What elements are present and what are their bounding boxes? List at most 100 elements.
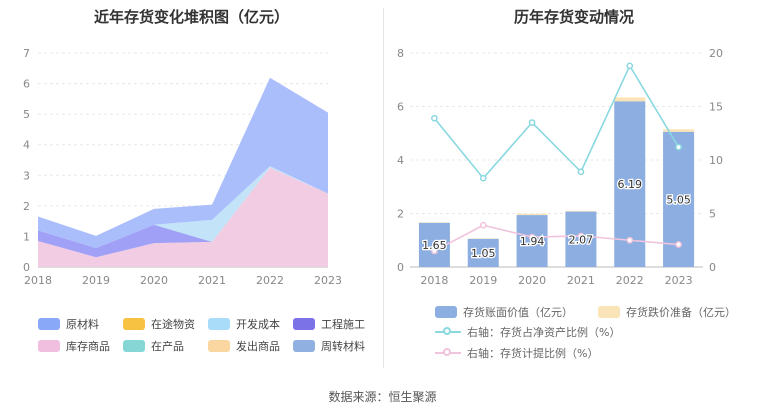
bar-provision (663, 129, 695, 132)
x-tick-label: 2020 (518, 274, 546, 287)
legend-item: 发出商品 (208, 338, 280, 354)
legend-label: 在途物资 (151, 318, 195, 331)
area-series (38, 166, 328, 249)
right-chart-title: 历年存货变动情况 (513, 8, 634, 26)
line-point (626, 236, 634, 244)
bar-data-label: 1.65 (422, 239, 447, 252)
legend-label: 右轴：存货计提比例（%） (467, 347, 599, 360)
line-point (675, 143, 682, 151)
legend-label: 工程施工 (321, 318, 365, 331)
line-point (626, 62, 634, 70)
x-tick-label: 2022 (256, 274, 284, 287)
data-source-footer: 数据来源：恒生聚源 (328, 390, 437, 404)
legend-label: 发出商品 (236, 340, 280, 353)
bar-data-label: 1.94 (520, 235, 545, 248)
bar-book-value (467, 238, 499, 267)
legend-item: 原材料 (38, 316, 99, 332)
line-series (433, 64, 680, 180)
bar-provision (565, 210, 597, 212)
legend-item: 库存商品 (38, 338, 110, 354)
x-tick-label: 2019 (469, 274, 497, 287)
legend-swatch (208, 340, 230, 352)
line-series (434, 224, 679, 252)
legend-swatch (293, 340, 315, 352)
x-tick-label: 2018 (24, 274, 52, 287)
line-point (675, 241, 682, 248)
legend-swatch (293, 318, 315, 330)
legend-swatch (435, 306, 457, 318)
line-point (577, 232, 585, 240)
legend-swatch (38, 340, 60, 352)
legend-swatch (598, 306, 620, 318)
legend-label: 存货跌价准备（亿元） (626, 306, 736, 319)
left-chart-legend: 原材料 在途物资 开发成本 工程施工库存商品 在产品 发出商品 周转材料 (0, 316, 383, 366)
panel-divider (383, 8, 384, 368)
legend-swatch (123, 318, 145, 330)
bar-data-label: 2.07 (569, 233, 594, 246)
line-point (479, 174, 487, 182)
y-tick-label: 2 (23, 200, 30, 213)
y-left-tick-label: 6 (397, 101, 404, 114)
legend-swatch (208, 318, 230, 330)
legend-item: 在产品 (123, 338, 184, 354)
y-tick-label: 7 (23, 47, 30, 60)
y-left-tick-label: 2 (397, 208, 404, 221)
y-right-tick-label: 5 (709, 208, 716, 221)
area-series (38, 167, 328, 258)
x-tick-label: 2020 (140, 274, 168, 287)
x-tick-label: 2022 (616, 274, 644, 287)
legend-item: 存货账面价值（亿元） (435, 304, 573, 320)
legend-swatch (38, 318, 60, 330)
right-chart-legend: 存货账面价值（亿元） 存货跌价准备（亿元） 右轴：存货占净资产比例（%） 右轴：存货计… (383, 300, 765, 362)
y-tick-label: 4 (23, 139, 30, 152)
x-tick-label: 2021 (198, 274, 226, 287)
legend-item: 存货跌价准备（亿元） (598, 304, 736, 320)
y-tick-label: 6 (23, 78, 30, 91)
y-tick-label: 5 (23, 108, 30, 121)
bar-provision (614, 97, 646, 102)
legend-item: 周转材料 (293, 338, 365, 354)
bar-provision (516, 213, 548, 216)
bar-line-chart: 0 2 4 6 8 0 5 10 15 20 1.65 1.05 1.94 2.07 6.19 5.05 201… (397, 47, 723, 287)
stacked-area-chart: 0 1 2 3 4 5 6 7 2018 2019 2020 2021 2022 2023 (23, 47, 342, 287)
area-series (38, 167, 328, 267)
legend-label: 存货账面价值（亿元） (463, 306, 573, 319)
x-tick-label: 2019 (82, 274, 110, 287)
legend-label: 在产品 (151, 340, 184, 353)
x-tick-label: 2021 (567, 274, 595, 287)
legend-swatch (435, 326, 461, 338)
area-series (38, 77, 328, 249)
bar-data-label: 1.05 (471, 247, 496, 260)
line-point (479, 221, 487, 229)
left-chart-panel: 近年存货变化堆积图（亿元） 0 1 2 3 4 5 6 7 2018 2019 2020 2021 20… (0, 0, 383, 370)
y-left-tick-label: 8 (397, 47, 404, 60)
y-left-tick-label: 0 (397, 261, 404, 274)
y-right-tick-label: 15 (709, 101, 723, 114)
legend-swatch (123, 340, 145, 352)
legend-label: 右轴：存货占净资产比例（%） (467, 326, 621, 339)
legend-item: 右轴：存货占净资产比例（%） (435, 324, 620, 340)
y-tick-label: 3 (23, 169, 30, 182)
bar-data-label: 5.05 (666, 193, 691, 206)
x-tick-label: 2018 (420, 274, 448, 287)
y-right-tick-label: 20 (709, 47, 723, 60)
y-tick-label: 1 (23, 230, 30, 243)
y-right-tick-label: 10 (709, 154, 723, 167)
y-left-tick-label: 4 (397, 154, 404, 167)
legend-item: 工程施工 (293, 316, 365, 332)
line-point (528, 233, 536, 241)
line-point (431, 114, 438, 122)
legend-label: 周转材料 (321, 340, 365, 353)
y-tick-label: 0 (23, 261, 30, 274)
x-tick-label: 2023 (665, 274, 693, 287)
legend-item: 开发成本 (208, 316, 280, 332)
bar-provision (418, 222, 450, 223)
left-chart-title: 近年存货变化堆积图（亿元） (93, 8, 289, 26)
legend-label: 原材料 (66, 318, 99, 331)
legend-swatch (435, 347, 461, 359)
line-point (577, 168, 585, 176)
bar-book-value (516, 215, 548, 267)
legend-item: 在途物资 (123, 316, 195, 332)
legend-label: 开发成本 (236, 318, 280, 331)
line-point (528, 119, 536, 126)
